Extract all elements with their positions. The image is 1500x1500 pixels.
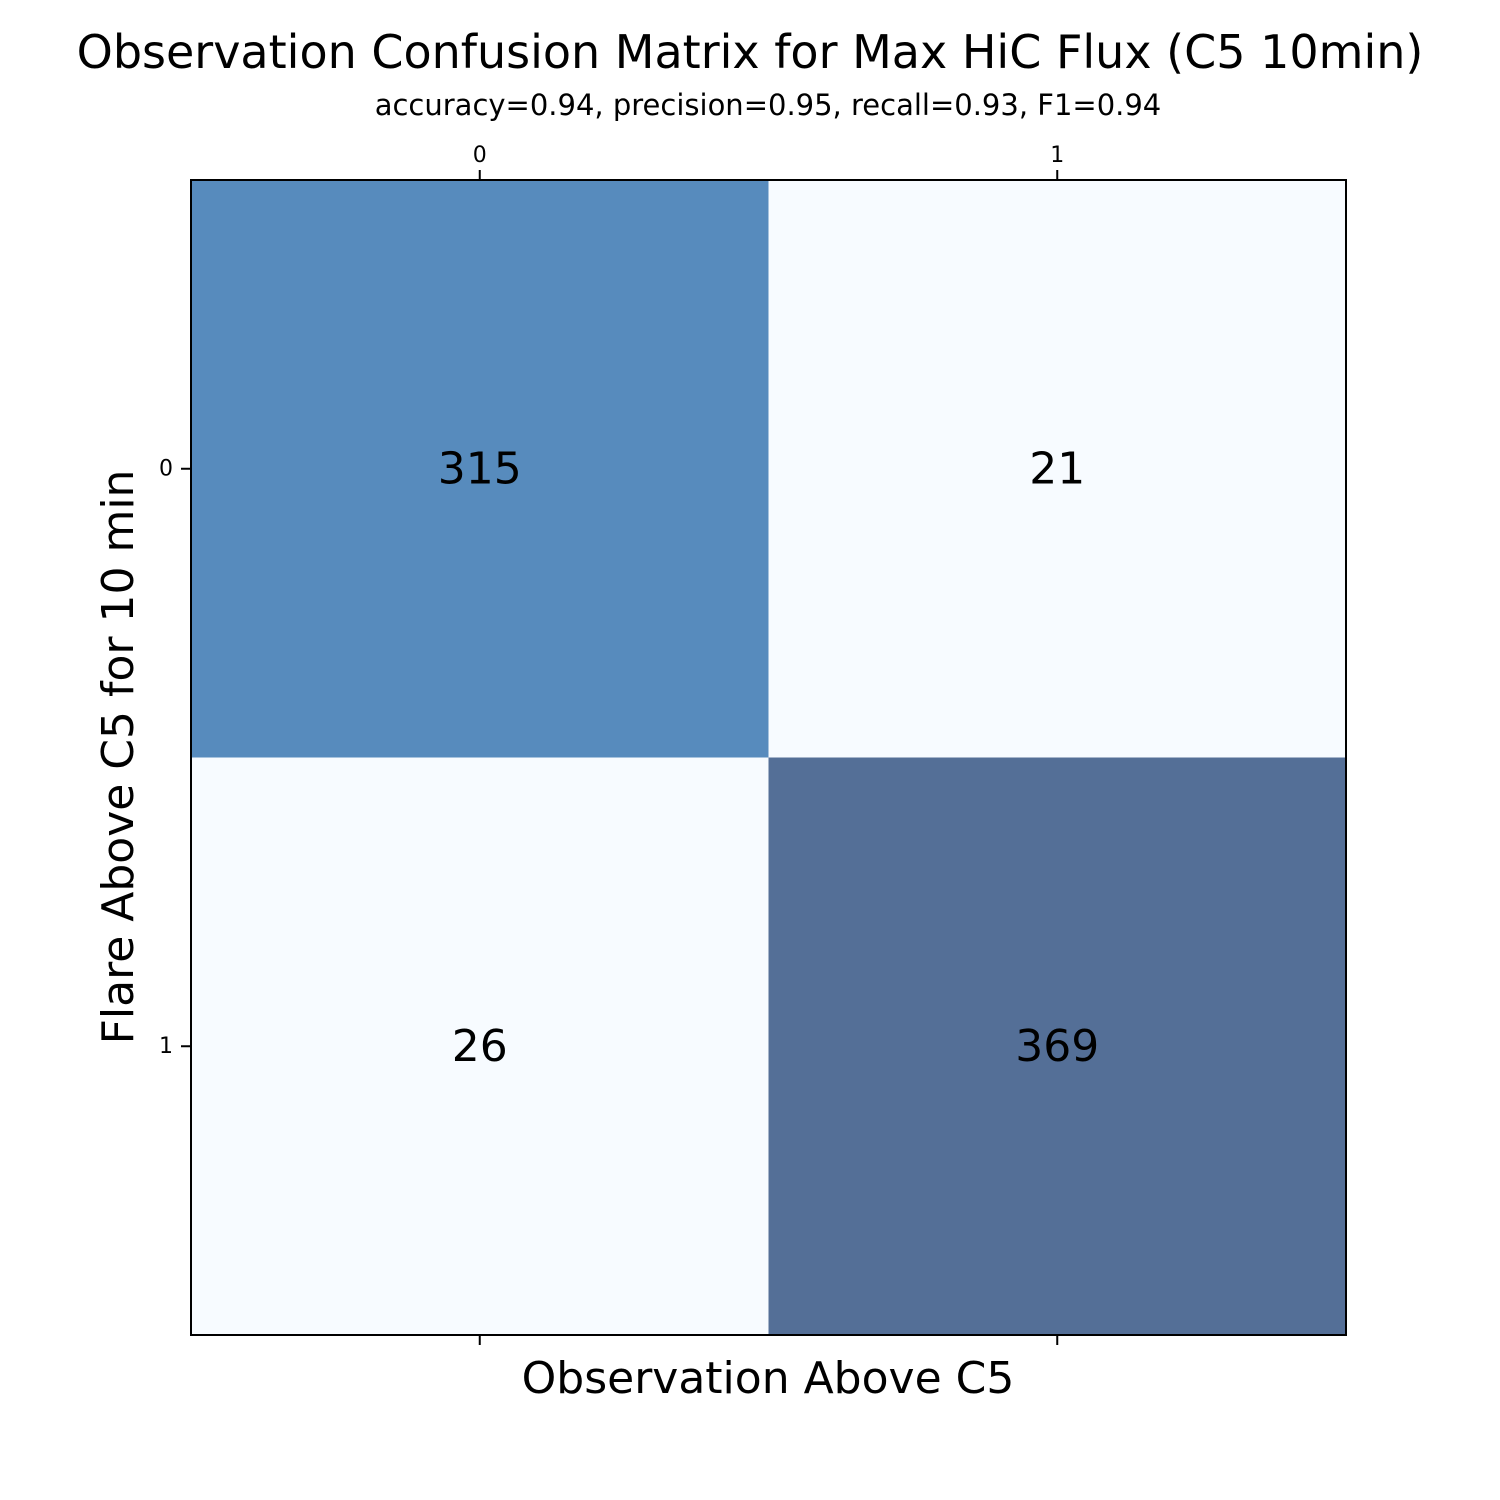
plot-frame xyxy=(190,179,1347,1336)
cell-value-r0-c0: 315 xyxy=(438,443,522,494)
x-tick-label-0: 0 xyxy=(473,143,487,168)
x-tick-label-1: 1 xyxy=(1050,143,1064,168)
heatmap-cell-r0-c1 xyxy=(768,180,1346,758)
cell-value-r1-c0: 26 xyxy=(452,1021,508,1072)
y-axis-label: Flare Above C5 for 10 min xyxy=(93,470,144,1045)
x-axis-label: Observation Above C5 xyxy=(522,1353,1015,1404)
chart-subtitle: accuracy=0.94, precision=0.95, recall=0.… xyxy=(375,88,1162,122)
heatmap-cell-r1-c1 xyxy=(768,757,1346,1335)
chart-title: Observation Confusion Matrix for Max HiC… xyxy=(77,25,1424,79)
heatmap-cell-labels: 315 21 26 369 xyxy=(438,443,1099,1072)
y-tick-label-0: 0 xyxy=(159,456,173,481)
heatmap-cells xyxy=(191,180,1346,1335)
heatmap-cell-r0-c0 xyxy=(191,180,769,758)
heatmap-cell-r1-c0 xyxy=(191,757,769,1335)
cell-value-r1-c1: 369 xyxy=(1015,1021,1099,1072)
axis-ticks: 0 1 0 1 xyxy=(159,143,1064,1345)
y-tick-label-1: 1 xyxy=(159,1034,173,1059)
cell-value-r0-c1: 21 xyxy=(1029,443,1085,494)
